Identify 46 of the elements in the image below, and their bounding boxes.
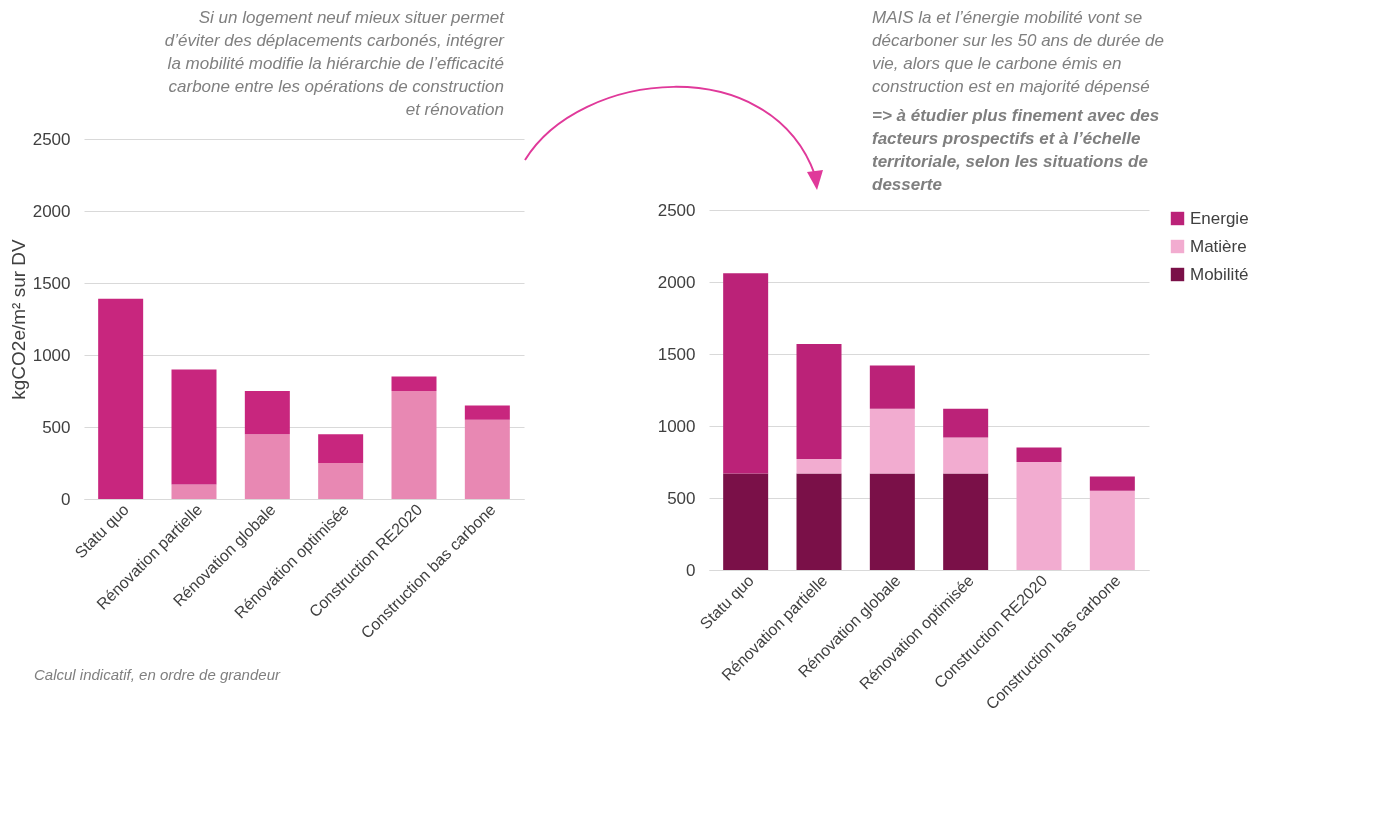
legend-label: Mobilité xyxy=(1190,264,1249,284)
bar xyxy=(391,391,437,499)
bar xyxy=(723,273,769,474)
y-tick-label: 1500 xyxy=(657,344,696,364)
y-tick-label: 500 xyxy=(42,417,71,437)
bar xyxy=(1016,462,1062,570)
text: MAIS la et l’énergie mobilité vont se décarboner sur les 50 ans de durée de vie, alors que le carbone émis en construction est en majorité dépensé xyxy=(871,7,1166,98)
bar xyxy=(1089,490,1135,570)
bar xyxy=(723,473,769,570)
legend-label: Energie xyxy=(1190,208,1249,228)
y-axis-title: kgCO2e/m² sur DV xyxy=(7,238,29,400)
y-tick-label: 2500 xyxy=(32,129,71,149)
y-tick-label: 1000 xyxy=(32,345,71,365)
bar xyxy=(796,473,842,570)
y-tick-label: 2500 xyxy=(657,200,696,220)
text: Calcul indicatif, en ordre de grandeur xyxy=(33,665,282,685)
y-tick-label: 0 xyxy=(61,489,71,509)
bar xyxy=(464,419,510,499)
bar xyxy=(464,405,510,420)
y-tick-label: 1500 xyxy=(32,273,71,293)
legend-label: Matière xyxy=(1190,236,1247,256)
bar xyxy=(244,434,290,499)
y-tick-label: 1000 xyxy=(657,416,696,436)
bar xyxy=(943,437,989,474)
y-tick-label: 0 xyxy=(686,560,696,580)
bar xyxy=(869,365,915,409)
bar xyxy=(171,484,217,499)
bar xyxy=(943,473,989,570)
bar xyxy=(391,376,437,391)
bar xyxy=(244,391,290,435)
y-tick-label: 2000 xyxy=(657,272,696,292)
bar xyxy=(943,408,989,438)
text: Si un logement neuf mieux situer permet d’éviter des déplacements carbonés, intégrer la mobilité modifie la hiérarchie de l’efficacité carbone entre les opérations de construction et rénovation xyxy=(163,7,506,121)
bar xyxy=(318,434,364,463)
bar xyxy=(171,369,217,485)
bar xyxy=(98,298,144,499)
bar xyxy=(1016,447,1062,462)
y-tick-label: 2000 xyxy=(32,201,71,221)
bar xyxy=(869,473,915,570)
y-tick-label: 500 xyxy=(667,488,696,508)
bar xyxy=(796,343,842,460)
bar xyxy=(796,459,842,474)
bar xyxy=(869,408,915,474)
bar xyxy=(318,463,364,499)
bar xyxy=(1089,476,1135,491)
text: => à étudier plus finement avec des facteurs prospectifs et à l’échelle territoriale, selon les situations de desserte xyxy=(871,105,1161,196)
